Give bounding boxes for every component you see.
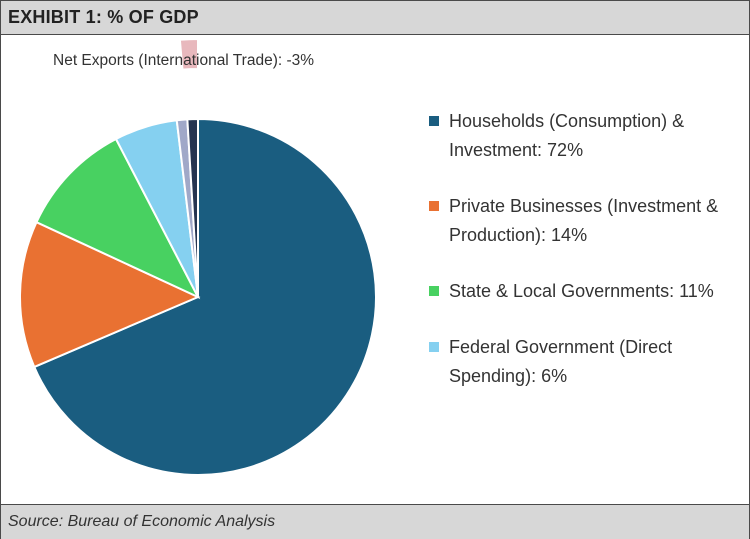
legend-item-state-local: State & Local Governments: 11%: [429, 277, 739, 306]
source-note: Source: Bureau of Economic Analysis: [8, 513, 276, 530]
pie-slice-households: [33, 117, 377, 476]
pie-slice-net-exports: [178, 37, 199, 71]
legend-item-private-businesses: Private Businesses (Investment & Product…: [429, 192, 739, 250]
legend-item-households: Households (Consumption) & Investment: 7…: [429, 107, 739, 165]
legend-label-federal: Federal Government (Direct Spending): 6%: [449, 337, 673, 386]
pie-slice-small-slice-b: [186, 117, 199, 298]
exhibit-title: EXHIBIT 1: % OF GDP: [8, 7, 199, 27]
chart-legend: Households (Consumption) & Investment: 7…: [429, 107, 739, 418]
legend-label-private-businesses: Private Businesses (Investment & Product…: [449, 196, 719, 245]
legend-label-households: Households (Consumption) & Investment: 7…: [449, 111, 685, 160]
legend-swatch-households: [429, 116, 439, 126]
exhibit-header: EXHIBIT 1: % OF GDP: [1, 1, 749, 35]
pie-slice-private-businesses: [19, 220, 201, 369]
legend-item-federal: Federal Government (Direct Spending): 6%: [429, 333, 739, 391]
legend-swatch-private-businesses: [429, 201, 439, 211]
legend-label-state-local: State & Local Governments: 11%: [449, 281, 714, 301]
pie-slice-state-local: [35, 137, 201, 300]
legend-swatch-federal: [429, 342, 439, 352]
pie-chart: [19, 37, 377, 476]
exhibit-footer: Source: Bureau of Economic Analysis: [1, 504, 749, 539]
net-exports-annotation: Net Exports (International Trade): -3%: [53, 52, 315, 69]
legend-swatch-state-local: [429, 286, 439, 296]
